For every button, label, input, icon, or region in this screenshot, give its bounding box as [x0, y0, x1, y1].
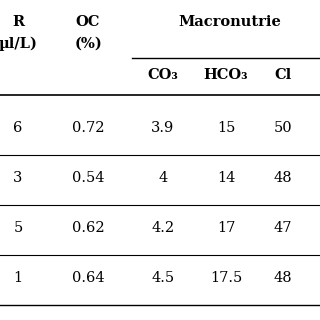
Text: 3.9: 3.9 [151, 121, 175, 135]
Text: CO₃: CO₃ [148, 68, 179, 82]
Text: 0.62: 0.62 [72, 221, 104, 235]
Text: 0.64: 0.64 [72, 271, 104, 285]
Text: (%): (%) [74, 37, 102, 51]
Text: 50: 50 [274, 121, 292, 135]
Text: Macronutrie: Macronutrie [179, 15, 281, 29]
Text: R: R [12, 15, 24, 29]
Text: 6: 6 [13, 121, 23, 135]
Text: 15: 15 [217, 121, 235, 135]
Text: OC: OC [76, 15, 100, 29]
Text: µl/L): µl/L) [0, 37, 37, 52]
Text: 48: 48 [274, 171, 292, 185]
Text: 4: 4 [158, 171, 168, 185]
Text: 3: 3 [13, 171, 23, 185]
Text: 0.72: 0.72 [72, 121, 104, 135]
Text: Cl: Cl [274, 68, 292, 82]
Text: 48: 48 [274, 271, 292, 285]
Text: HCO₃: HCO₃ [204, 68, 248, 82]
Text: 5: 5 [13, 221, 23, 235]
Text: 14: 14 [217, 171, 235, 185]
Text: 4.2: 4.2 [151, 221, 175, 235]
Text: 17.5: 17.5 [210, 271, 242, 285]
Text: 47: 47 [274, 221, 292, 235]
Text: 4.5: 4.5 [151, 271, 175, 285]
Text: 17: 17 [217, 221, 235, 235]
Text: 1: 1 [13, 271, 23, 285]
Text: 0.54: 0.54 [72, 171, 104, 185]
